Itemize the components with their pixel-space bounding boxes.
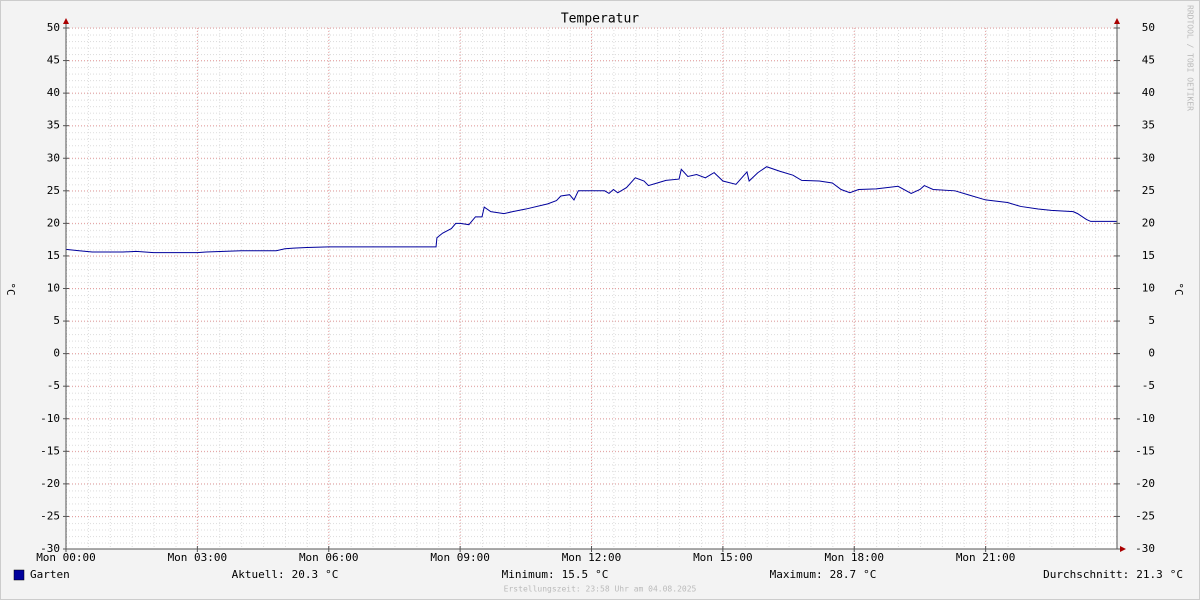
y-tick-label: -15 [40, 444, 60, 457]
x-tick-label: Mon 00:00 [36, 551, 96, 564]
y-tick-label: 10 [47, 282, 60, 295]
x-tick-label: Mon 21:00 [956, 551, 1016, 564]
stat-value: 20.3 [292, 568, 319, 581]
stat-unit: °C [595, 568, 608, 581]
stat-value: 21.3 [1136, 568, 1163, 581]
y2-tick-label: 35 [1142, 119, 1155, 132]
y2-tick-label: -15 [1135, 444, 1155, 457]
y2-tick-label: 20 [1142, 216, 1155, 229]
y2-tick-label: 10 [1142, 282, 1155, 295]
y2-tick-label: 15 [1142, 249, 1155, 262]
y-tick-label: 0 [53, 347, 60, 360]
y2-tick-label: 45 [1142, 54, 1155, 67]
stat-label: Minimum: [502, 568, 555, 581]
y2-tick-label: 40 [1142, 86, 1155, 99]
legend-label: Garten [30, 568, 70, 581]
stat-value: 28.7 [830, 568, 857, 581]
axis-arrow [1120, 546, 1126, 552]
y2-tick-label: 30 [1142, 151, 1155, 164]
stat-label: Durchschnitt: [1043, 568, 1129, 581]
y-tick-label: 30 [47, 151, 60, 164]
stat-unit: °C [1170, 568, 1183, 581]
y-tick-label: -20 [40, 477, 60, 490]
stat: Aktuell: 20.3 °C [232, 568, 339, 581]
axis-arrow [63, 18, 69, 24]
stat-value: 15.5 [562, 568, 589, 581]
x-tick-label: Mon 12:00 [562, 551, 622, 564]
stat-label: Maximum: [770, 568, 823, 581]
y-tick-label: -10 [40, 412, 60, 425]
y-tick-label: 5 [53, 314, 60, 327]
y2-tick-label: 50 [1142, 21, 1155, 34]
stat-label: Aktuell: [232, 568, 285, 581]
y-tick-label: 45 [47, 54, 60, 67]
stat-unit: °C [325, 568, 338, 581]
y-tick-label: 15 [47, 249, 60, 262]
footer: Erstellungszeit: 23:58 Uhr am 04.08.2025 [504, 585, 697, 594]
chart-title: Temperatur [561, 12, 639, 27]
y2-tick-label: 0 [1148, 347, 1155, 360]
y-tick-label: -30 [40, 542, 60, 555]
y-tick-label: 25 [47, 184, 60, 197]
watermark: RRDTOOL / TOBI OETIKER [1186, 5, 1195, 111]
y-tick-label: 40 [47, 86, 60, 99]
y2-axis-label: °C [1172, 282, 1185, 295]
y-tick-label: -5 [47, 379, 60, 392]
x-tick-label: Mon 03:00 [168, 551, 228, 564]
y-tick-label: -25 [40, 509, 60, 522]
x-tick-label: Mon 15:00 [693, 551, 753, 564]
y2-tick-label: -5 [1142, 379, 1155, 392]
y-tick-label: 35 [47, 119, 60, 132]
legend-swatch [13, 569, 25, 581]
stat: Maximum: 28.7 °C [770, 568, 877, 581]
y2-tick-label: -10 [1135, 412, 1155, 425]
y2-tick-label: -20 [1135, 477, 1155, 490]
y2-tick-label: 5 [1148, 314, 1155, 327]
y2-tick-label: -30 [1135, 542, 1155, 555]
y-axis-label: °C [4, 282, 17, 295]
x-tick-label: Mon 09:00 [430, 551, 490, 564]
x-tick-label: Mon 06:00 [299, 551, 359, 564]
y-tick-label: 50 [47, 21, 60, 34]
x-tick-label: Mon 18:00 [824, 551, 884, 564]
stat: Durchschnitt: 21.3 °C [1043, 568, 1183, 581]
series-line [65, 166, 1117, 254]
stat-unit: °C [863, 568, 876, 581]
stat: Minimum: 15.5 °C [502, 568, 609, 581]
y2-tick-label: 25 [1142, 184, 1155, 197]
y-tick-label: 20 [47, 216, 60, 229]
y2-tick-label: -25 [1135, 509, 1155, 522]
axis-arrow [1114, 18, 1120, 24]
